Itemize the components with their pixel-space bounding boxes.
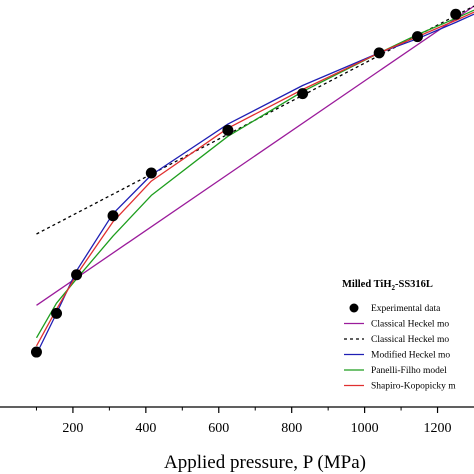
legend-item: Modified Heckel mo: [344, 350, 450, 361]
legend-marker: [349, 303, 359, 313]
plot-area: [30, 5, 474, 358]
series-experimental-data: [30, 8, 462, 358]
data-point: [107, 210, 119, 222]
legend-title: Milled TiH2-SS316L: [342, 279, 433, 292]
legend-label: Panelli-Filho model: [371, 366, 447, 376]
legend-item: Experimental data: [349, 303, 441, 314]
data-point: [51, 307, 63, 319]
legend-item: Classical Heckel mo: [344, 335, 449, 345]
legend-label: Classical Heckel mo: [371, 320, 449, 330]
legend-items: Experimental data Classical Heckel mo Clas…: [344, 303, 456, 392]
legend-label: Shapiro-Kopopicky m: [371, 382, 456, 392]
x-tick-label: 200: [62, 421, 83, 436]
data-point: [450, 8, 462, 20]
legend-label: Classical Heckel mo: [371, 335, 449, 345]
data-point: [411, 31, 423, 43]
x-tick-label: 600: [208, 421, 229, 436]
x-axis: 200 400 600 800 1000 1200: [0, 406, 474, 436]
legend-title-subscript: 2: [392, 284, 396, 292]
data-point: [373, 47, 385, 59]
series-line-3: [35, 13, 474, 355]
legend: Milled TiH2-SS316L Experimental data Clas…: [342, 279, 456, 392]
data-point: [222, 124, 234, 136]
legend-label: Modified Heckel mo: [371, 350, 450, 361]
legend-title-rest: -SS316L: [395, 279, 433, 290]
x-tick-label: 1200: [424, 421, 452, 436]
series-line-1: [36, 5, 474, 306]
x-axis-title: Applied pressure, P (MPa): [164, 452, 366, 473]
legend-item: Panelli-Filho model: [344, 366, 447, 376]
legend-title-main: Milled TiH: [342, 279, 392, 290]
legend-item: Classical Heckel mo: [344, 320, 449, 330]
legend-item: Shapiro-Kopopicky m: [344, 382, 456, 392]
x-tick-label: 400: [135, 421, 156, 436]
legend-label: Experimental data: [371, 304, 441, 314]
data-point: [145, 167, 157, 179]
data-point: [30, 346, 42, 358]
x-tick-label: 1000: [351, 421, 379, 436]
x-tick-label: 800: [281, 421, 302, 436]
data-point: [71, 269, 83, 281]
data-point: [297, 88, 309, 100]
